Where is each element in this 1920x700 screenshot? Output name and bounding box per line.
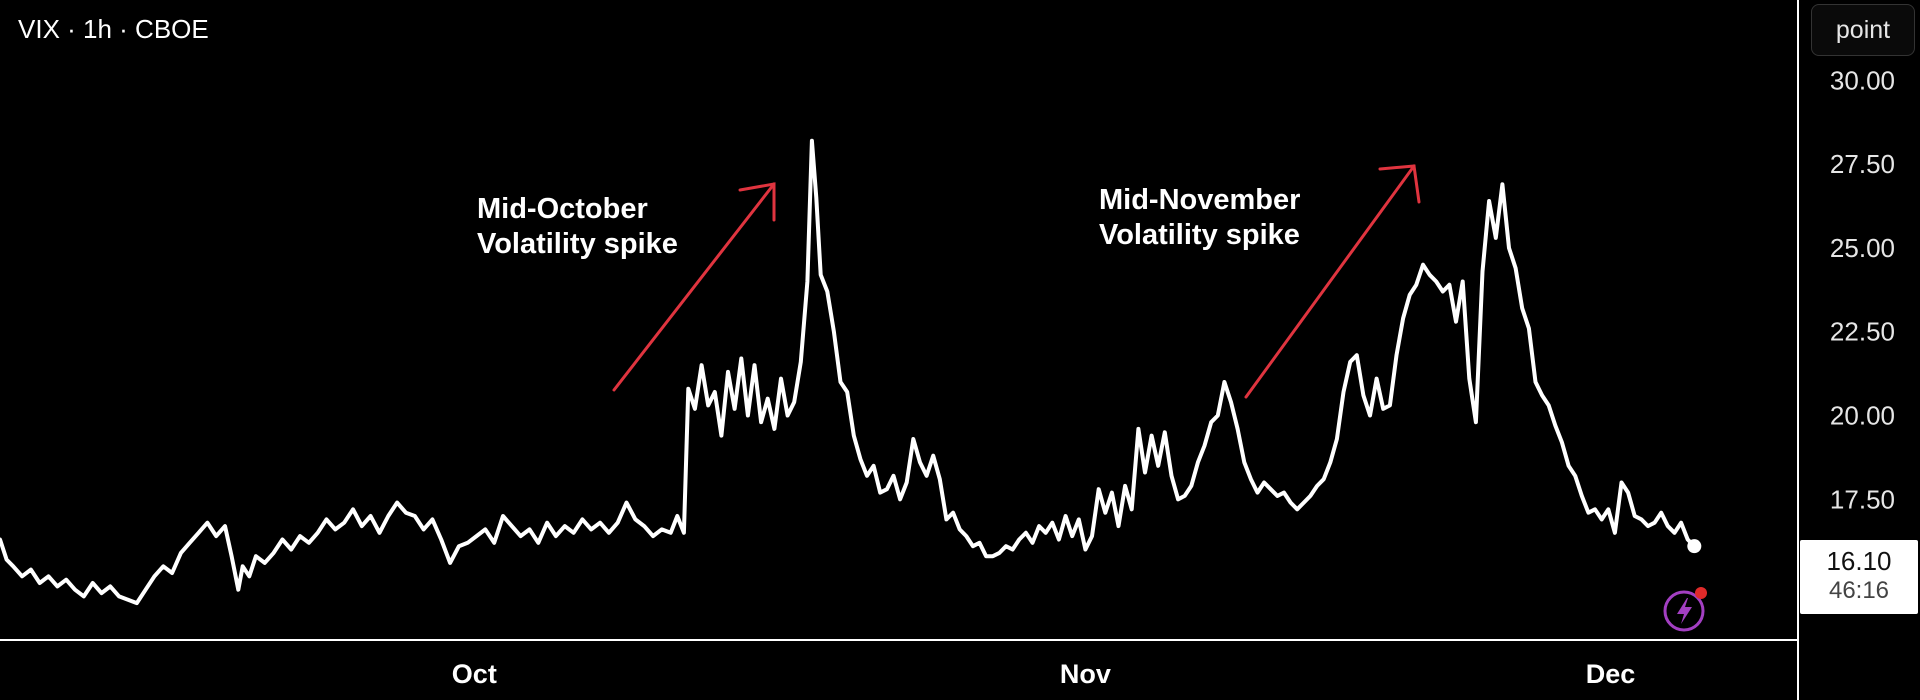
annotation-november-line1: Mid-November: [1099, 184, 1300, 216]
y-tick-label: 25.00: [1830, 233, 1895, 263]
y-tick-label: 17.50: [1830, 484, 1895, 514]
y-tick-label: 30.00: [1830, 65, 1895, 95]
y-tick-label: 27.50: [1830, 149, 1895, 179]
annotation-october-line2: Volatility spike: [477, 228, 678, 260]
annotation-october-line1: Mid-October: [477, 193, 648, 225]
annotation-november-line2: Volatility spike: [1099, 219, 1300, 251]
lightning-bolt-icon[interactable]: [1662, 585, 1710, 633]
bar-countdown: 46:16: [1828, 577, 1890, 604]
symbol-title: VIX · 1h · CBOE: [18, 14, 209, 44]
last-price-label: 16.10 46:16: [1800, 540, 1918, 614]
last-price-value: 16.10: [1826, 546, 1892, 576]
x-tick-label: Oct: [452, 659, 497, 689]
vix-price-line: [0, 138, 1697, 606]
scale-unit-button[interactable]: point: [1811, 4, 1915, 56]
annotation-arrow-november: [1244, 164, 1421, 399]
y-tick-label: 22.50: [1830, 317, 1895, 347]
x-tick-label: Nov: [1060, 659, 1111, 689]
last-price-dot: [1687, 539, 1702, 554]
annotation-arrow-october: [612, 182, 776, 392]
y-tick-label: 20.00: [1830, 400, 1895, 430]
x-tick-label: Dec: [1586, 659, 1636, 689]
